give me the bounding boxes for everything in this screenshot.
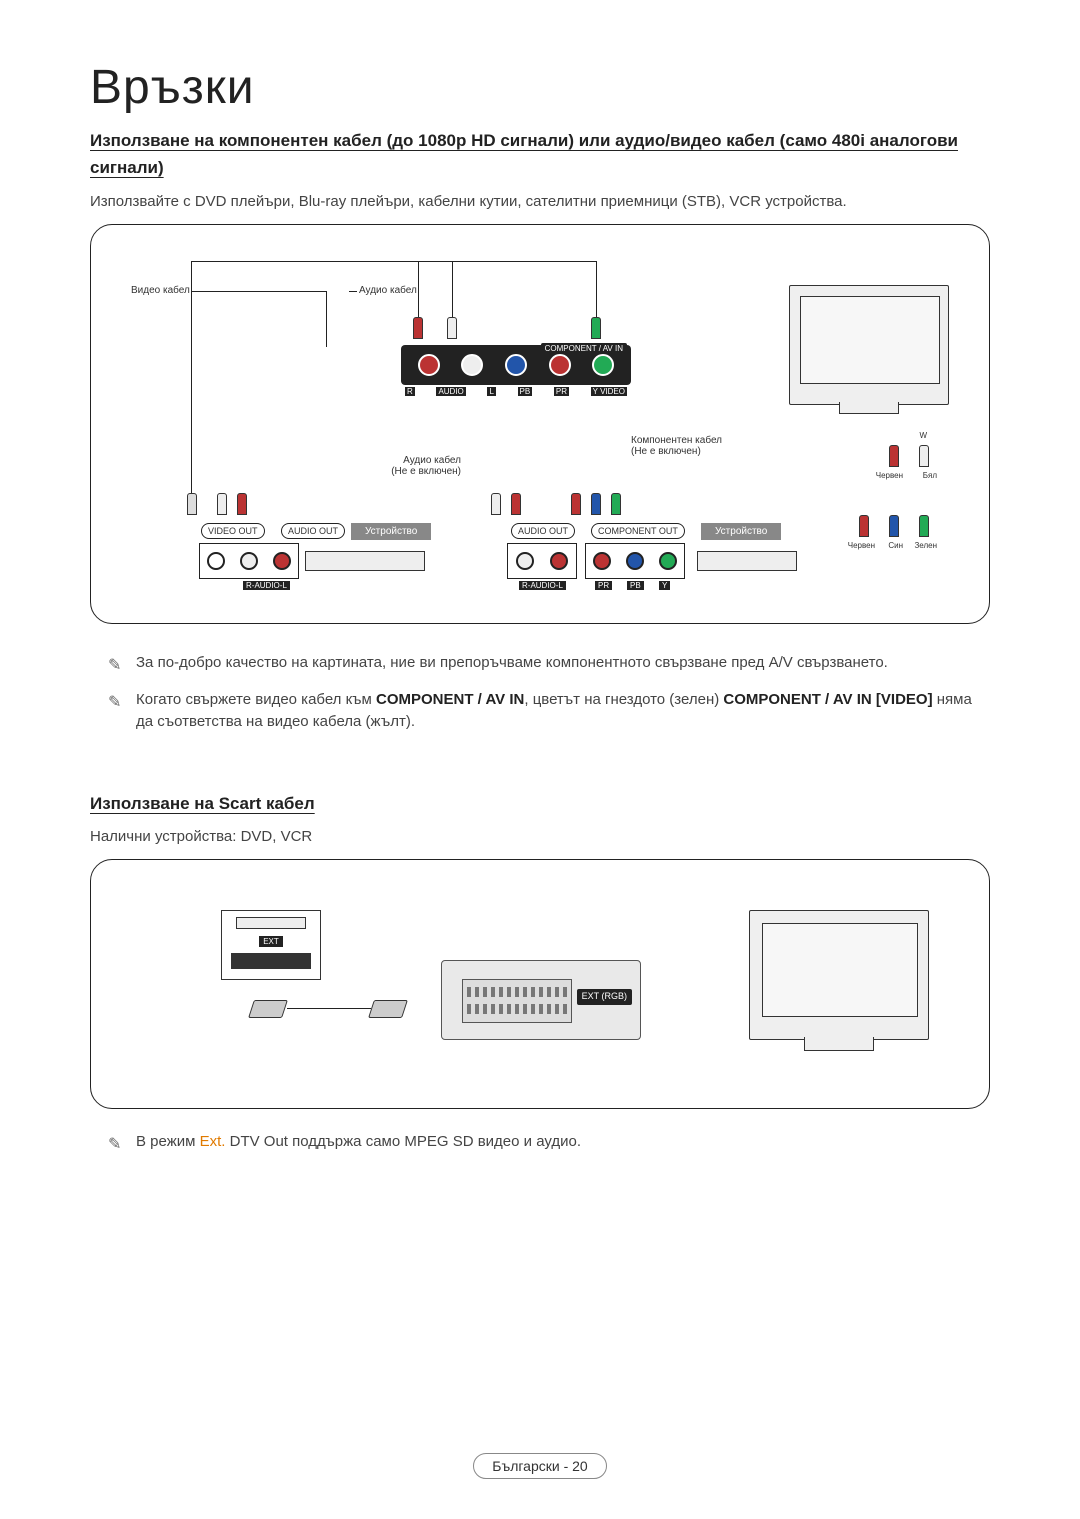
label-pb: PB [627,581,644,590]
label-right-red: Червен [876,471,903,480]
tv-outline-2 [749,910,929,1040]
note-item: ✎В режим Ext. DTV Out поддържа само MPEG… [116,1131,990,1154]
note-text: Когато свържете видео кабел към [136,691,376,708]
label-device-2: Устройство [701,523,781,540]
section2-notes: ✎ В режим Ext. DTV Out поддържа само MPEG… [90,1131,990,1154]
section2-intro: Налични устройства: DVD, VCR [90,828,990,845]
scart-plug-right [371,1000,405,1018]
label-audio-not-incl: Аудио кабел (Не е включен) [391,455,461,477]
section1-notes: ✎ За по-добро качество на картината, ние … [90,652,990,734]
scart-diagram: EXT EXT (RGB) [90,859,990,1109]
label-component-out: COMPONENT OUT [591,523,685,539]
page-footer: Български - 20 [0,1453,1080,1479]
section1-heading: Използване на компонентен кабел (до 1080… [90,127,990,181]
label-ext: EXT [259,936,283,947]
note-text: DTV Out поддържа само MPEG SD видео и ау… [225,1133,581,1150]
label-ext-rgb: EXT (RGB) [577,989,632,1005]
label-video-cable: Видео кабел [131,285,190,296]
label-audio-out-2: AUDIO OUT [511,523,575,539]
label-r-audio-l-1: R-AUDIO-L [243,581,290,590]
note-text: COMPONENT / AV IN [VIDEO] [723,691,932,708]
label-right-white: Бял [923,471,937,480]
tv-scart-panel: EXT (RGB) [441,960,641,1040]
note-item: ✎За по-добро качество на картината, ние … [116,652,990,675]
tv-outline [789,285,949,405]
note-icon: ✎ [108,691,121,715]
label-r-audio-l-2: R-AUDIO-L [519,581,566,590]
note-text: COMPONENT / AV IN [376,691,524,708]
label-video-out: VIDEO OUT [201,523,265,539]
scart-plug-left [251,1000,285,1018]
note-text: В режим [136,1133,200,1150]
label-right-green: Зелен [914,541,937,550]
panel-sub-pb: PB [518,387,533,396]
label-right-w: W [919,431,927,440]
label-audio-out-1: AUDIO OUT [281,523,345,539]
dvd-device: EXT [221,910,321,980]
label-right-blue: Син [888,541,903,550]
note-item: ✎Когато свържете видео кабел към COMPONE… [116,689,990,734]
note-icon: ✎ [108,654,121,678]
label-component-av-in: COMPONENT / AV IN [541,343,627,354]
panel-sub-yvideo: Y VIDEO [591,387,627,396]
label-audio-cable: Аудио кабел [359,285,417,296]
note-text: За по-добро качество на картината, ние в… [136,654,888,671]
label-y: Y [659,581,670,590]
page-title: Връзки [90,60,990,115]
section2-heading: Използване на Scart кабел [90,794,990,814]
label-right-red2: Червен [848,541,875,550]
section1-intro: Използвайте с DVD плейъри, Blu-ray плейъ… [90,193,990,210]
panel-sub-audio: AUDIO [436,387,465,396]
panel-sub-pr: PR [554,387,569,396]
note-icon: ✎ [108,1133,121,1157]
component-av-diagram: Видео кабел Аудио кабел COMPONENT / AV I… [90,224,990,624]
label-device-1: Устройство [351,523,431,540]
label-component-not-incl: Компонентен кабел (Не е включен) [631,435,731,457]
panel-sub-l: L [487,387,495,396]
page-number: Български - 20 [473,1453,606,1479]
panel-sub-r: R [405,387,415,396]
label-pr: PR [595,581,612,590]
tv-input-panel: COMPONENT / AV IN [401,345,631,385]
note-text: Ext. [200,1133,226,1150]
note-text: , цветът на гнездото (зелен) [524,691,723,708]
